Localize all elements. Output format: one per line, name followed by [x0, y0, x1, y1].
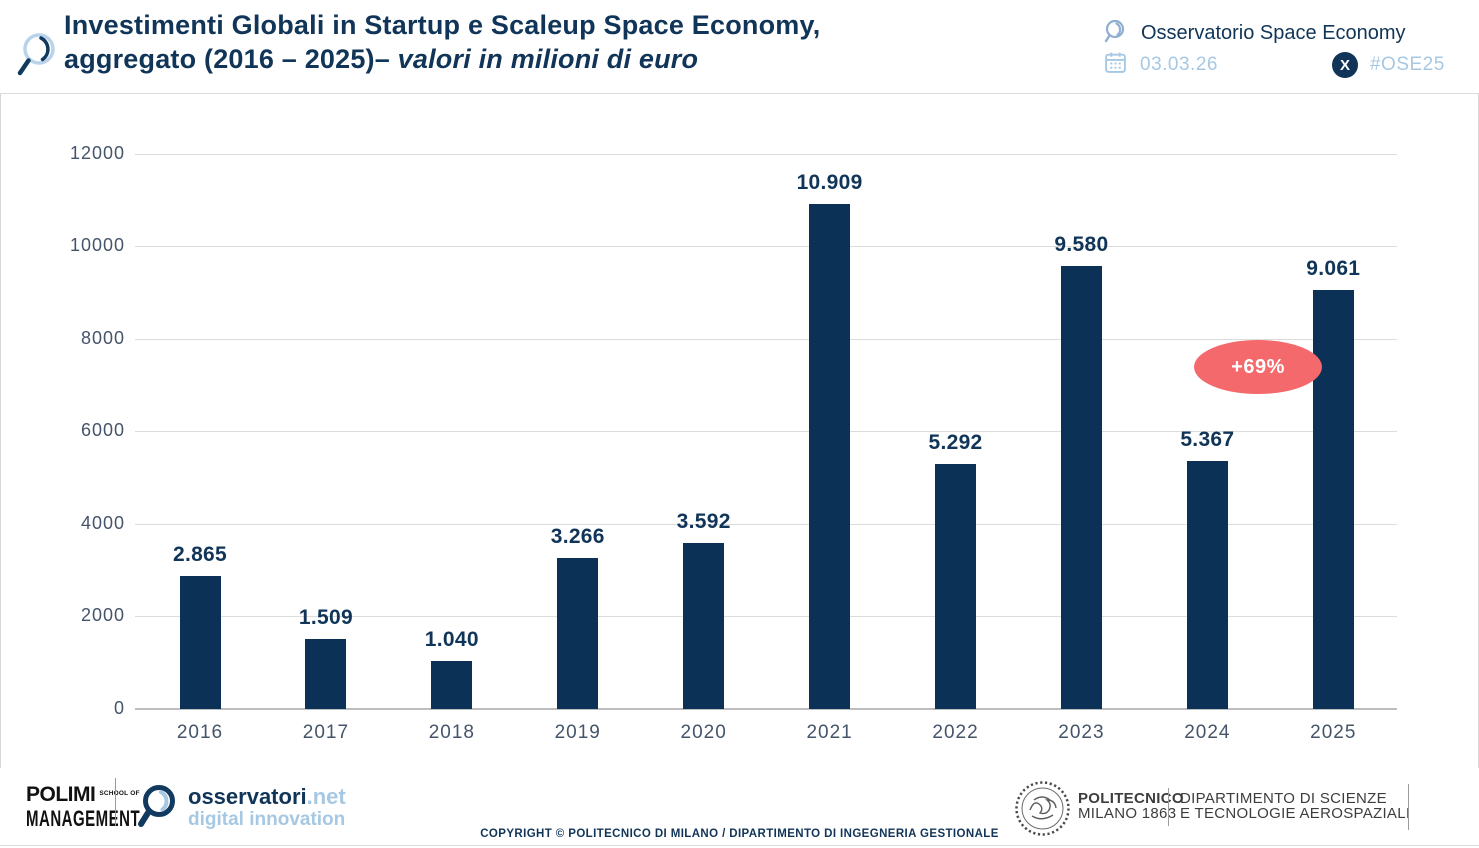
x-tick-label: 2024 [1184, 722, 1231, 743]
title-line1: Investimenti Globali in Startup e Scaleu… [64, 10, 821, 40]
bar-value-label: 5.292 [928, 431, 983, 455]
observatory-name: Osservatorio Space Economy [1141, 22, 1406, 44]
x-tick-label: 2020 [680, 722, 727, 743]
x-tick-label: 2019 [554, 722, 601, 743]
gridline [135, 246, 1397, 248]
x-tick-label: 2017 [302, 722, 350, 743]
bar-2016 [179, 576, 221, 709]
x-tick-label: 2021 [806, 722, 853, 743]
bar-value-label: 5.367 [1180, 427, 1235, 451]
gridline [135, 153, 1397, 155]
x-tick-label: 2025 [1310, 722, 1357, 743]
politecnico-seal-icon [1014, 780, 1071, 842]
polimi-management-text: MANAGEMENT [26, 807, 141, 832]
y-tick-label: 8000 [80, 327, 125, 348]
bar-value-label: 3.592 [676, 509, 731, 533]
osservatori-net-text: .net [306, 783, 346, 809]
bar-value-label: 1.509 [298, 606, 353, 630]
gridline [135, 708, 1397, 710]
footer: POLIMI SCHOOL OF MANAGEMENT osservatori.… [0, 768, 1479, 848]
title-line2-italic: valori in milioni di euro [397, 44, 699, 74]
title-line2: aggregato (2016 – 2025)– [64, 44, 398, 74]
bar-value-label: 3.266 [550, 524, 605, 548]
bar-2018 [431, 660, 473, 709]
bar-chart: +69% 0 2000 4000 6000 8000 10000 12000 2.865 201… [0, 93, 1479, 768]
y-tick-label: 0 [113, 698, 125, 718]
footer-divider-2 [1168, 788, 1169, 826]
footer-divider-1 [115, 778, 116, 826]
bar-value-label: 2.865 [172, 543, 228, 567]
department-line2: E TECNOLOGIE AEROSPAZIALI [1180, 805, 1411, 822]
bar-value-label: 9.061 [1306, 256, 1361, 280]
bar-value-label: 10.909 [796, 171, 863, 194]
osservatori-magnifier-icon [135, 781, 179, 836]
bar-2022 [935, 464, 977, 709]
osservatori-brand-text: osservatori [188, 783, 307, 809]
event-date: 03.03.26 [1140, 54, 1218, 75]
y-tick-label: 10000 [69, 235, 125, 256]
bar-2021 [809, 204, 851, 709]
header: Investimenti Globali in Startup e Scaleu… [0, 0, 1479, 94]
y-tick-label: 6000 [80, 420, 125, 441]
digital-innovation-text: digital innovation [188, 808, 346, 830]
bar-2019 [557, 557, 599, 709]
x-tick-label: 2023 [1058, 722, 1105, 743]
bar-2020 [683, 542, 725, 709]
polimi-logo-text: POLIMI [26, 783, 96, 806]
footer-divider-3 [1408, 784, 1409, 830]
bar-2025 [1312, 289, 1354, 709]
bar-2017 [305, 639, 347, 709]
milano-1863-text: MILANO 1863 [1078, 805, 1177, 822]
gridline [135, 616, 1397, 618]
event-hashtag: #OSE25 [1369, 54, 1445, 75]
gridline [135, 431, 1397, 433]
bar-2023 [1060, 265, 1102, 709]
osservatori-logo: osservatori.net digital innovation [135, 781, 346, 836]
x-tick-label: 2018 [428, 722, 475, 743]
department-line1: DIPARTIMENTO DI SCIENZE [1180, 790, 1387, 807]
x-social-icon: X [1331, 52, 1358, 78]
y-tick-label: 2000 [80, 605, 125, 626]
search-icon [1103, 18, 1129, 49]
gridline [135, 523, 1397, 525]
x-tick-label: 2016 [176, 722, 224, 743]
bar-value-label: 9.580 [1054, 232, 1109, 256]
bar-value-label: 1.040 [424, 627, 479, 651]
politecnico-text: POLITECNICO [1078, 790, 1184, 807]
growth-badge: +69% [1194, 340, 1322, 394]
page-title: Investimenti Globali in Startup e Scaleu… [64, 8, 820, 76]
polimi-school-of-text: SCHOOL OF [99, 790, 140, 797]
magnifier-logo-icon [12, 26, 60, 87]
y-tick-label: 4000 [80, 512, 125, 533]
gridline [135, 338, 1397, 340]
polimi-som-logo: POLIMI SCHOOL OF MANAGEMENT [26, 783, 140, 832]
copyright-text: COPYRIGHT © POLITECNICO DI MILANO / DIPA… [480, 828, 999, 840]
footer-separator-line [0, 845, 1479, 846]
calendar-icon [1103, 50, 1128, 80]
x-tick-label: 2022 [932, 722, 979, 743]
bar-2024 [1186, 460, 1228, 709]
y-tick-label: 12000 [69, 142, 125, 163]
